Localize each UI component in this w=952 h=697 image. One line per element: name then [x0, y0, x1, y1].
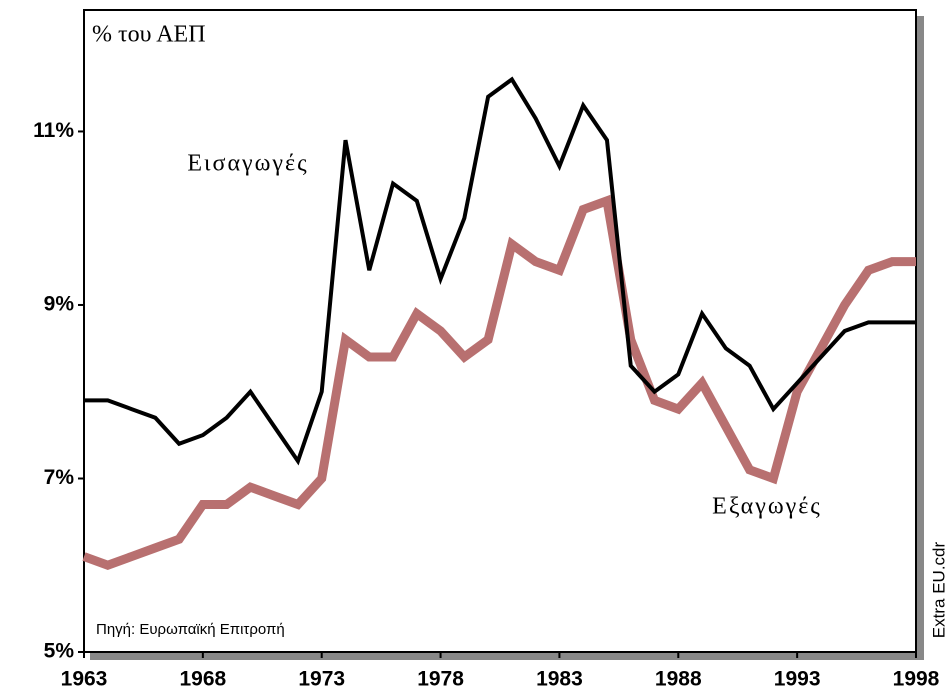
- x-tick-label: 1973: [298, 668, 345, 691]
- series-line: [82, 194, 916, 571]
- series-label: Εισαγωγές: [187, 151, 308, 177]
- x-tick-label: 1983: [536, 668, 583, 691]
- y-tick-label: 7%: [44, 466, 75, 489]
- source-note: Πηγή: Ευρωπαϊκή Επιτροπή: [96, 621, 285, 638]
- series-line: [84, 76, 916, 466]
- x-tick-label: 1978: [417, 668, 464, 691]
- y-tick-label: 11%: [33, 119, 74, 142]
- x-tick-label: 1993: [774, 668, 821, 691]
- x-tick-label: 1963: [61, 668, 108, 691]
- y-axis-label: % του ΑΕΠ: [92, 22, 206, 48]
- file-note: Extra EU.cdr: [929, 541, 948, 638]
- y-tick-label: 5%: [44, 640, 75, 663]
- x-tick-label: 1968: [179, 668, 226, 691]
- x-tick-label: 1998: [893, 668, 940, 691]
- plot-frame: [83, 9, 917, 653]
- series-label: Εξαγωγές: [712, 494, 822, 520]
- x-tick-label: 1988: [655, 668, 702, 691]
- y-tick-label: 9%: [44, 293, 75, 316]
